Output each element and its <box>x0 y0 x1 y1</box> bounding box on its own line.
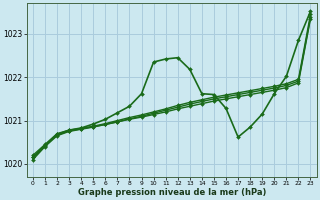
X-axis label: Graphe pression niveau de la mer (hPa): Graphe pression niveau de la mer (hPa) <box>77 188 266 197</box>
